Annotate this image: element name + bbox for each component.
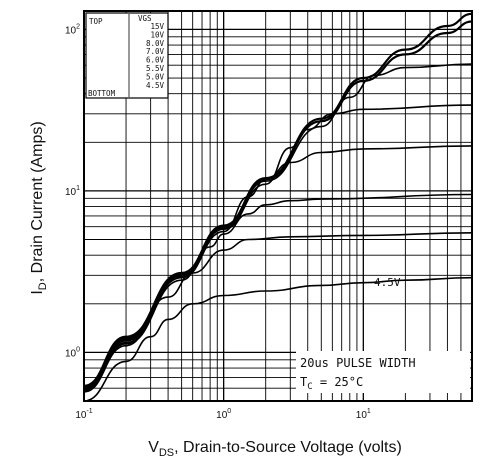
annotation-backdrop bbox=[296, 351, 470, 393]
x-axis-title-v: V bbox=[148, 439, 159, 456]
y-axis-title-rest: , Drain Current (Amps) bbox=[29, 121, 46, 282]
y-tick-label: 101 bbox=[65, 185, 80, 198]
legend-entry: 4.5V bbox=[146, 81, 165, 90]
y-tick-labels: 100 101 102 bbox=[65, 23, 80, 359]
legend-entry: 5.0V bbox=[146, 72, 165, 81]
y-axis-title-sub: D bbox=[37, 282, 49, 290]
curve-vgs-4-5v bbox=[83, 276, 473, 402]
legend-entry: 7.0V bbox=[146, 47, 165, 56]
legend-entry: 5.5V bbox=[146, 64, 165, 73]
test-conditions-annotation: 20us PULSE WIDTH TC = 25°C bbox=[296, 351, 470, 393]
legend-entry: 6.0V bbox=[146, 56, 165, 65]
curve-vgs-5-5v bbox=[83, 193, 473, 392]
legend-entry: 8.0V bbox=[146, 39, 165, 48]
y-axis-title: ID, Drain Current (Amps) bbox=[29, 121, 49, 294]
legend-header-top: TOP bbox=[89, 17, 103, 26]
y-axis-title-i: I bbox=[29, 290, 46, 294]
annotation-pulse-width: 20us PULSE WIDTH bbox=[300, 356, 416, 370]
annotation-temperature-value: = 25°C bbox=[313, 375, 364, 389]
legend-box bbox=[85, 12, 169, 99]
x-axis-title-rest: , Drain-to-Source Voltage (volts) bbox=[174, 439, 402, 456]
legend-bottom-label: BOTTOM bbox=[88, 89, 116, 98]
legend-header-vgs: VGS bbox=[138, 14, 152, 23]
y-tick-label: 102 bbox=[65, 23, 80, 36]
x-tick-labels: 10-1 100 101 bbox=[75, 408, 371, 421]
curve-vgs-5-0v bbox=[83, 232, 473, 393]
annotation-case-temperature: TC = 25°C bbox=[300, 375, 363, 392]
x-tick-label: 100 bbox=[216, 408, 231, 421]
x-tick-label: 101 bbox=[356, 408, 371, 421]
x-tick-label: 10-1 bbox=[75, 408, 92, 421]
x-axis-title: VDS, Drain-to-Source Voltage (volts) bbox=[148, 439, 402, 459]
legend-entry: 10V bbox=[150, 30, 164, 39]
legend-entry: 15V bbox=[150, 22, 164, 31]
curves bbox=[83, 12, 473, 402]
annotation-t: T bbox=[300, 375, 307, 389]
curve-label-4-5v: 4.5V bbox=[374, 276, 401, 289]
y-tick-label: 100 bbox=[65, 346, 80, 359]
x-axis-title-sub: DS bbox=[159, 447, 174, 459]
plot-frame bbox=[83, 10, 473, 402]
annotation-t-sub: C bbox=[307, 382, 312, 392]
